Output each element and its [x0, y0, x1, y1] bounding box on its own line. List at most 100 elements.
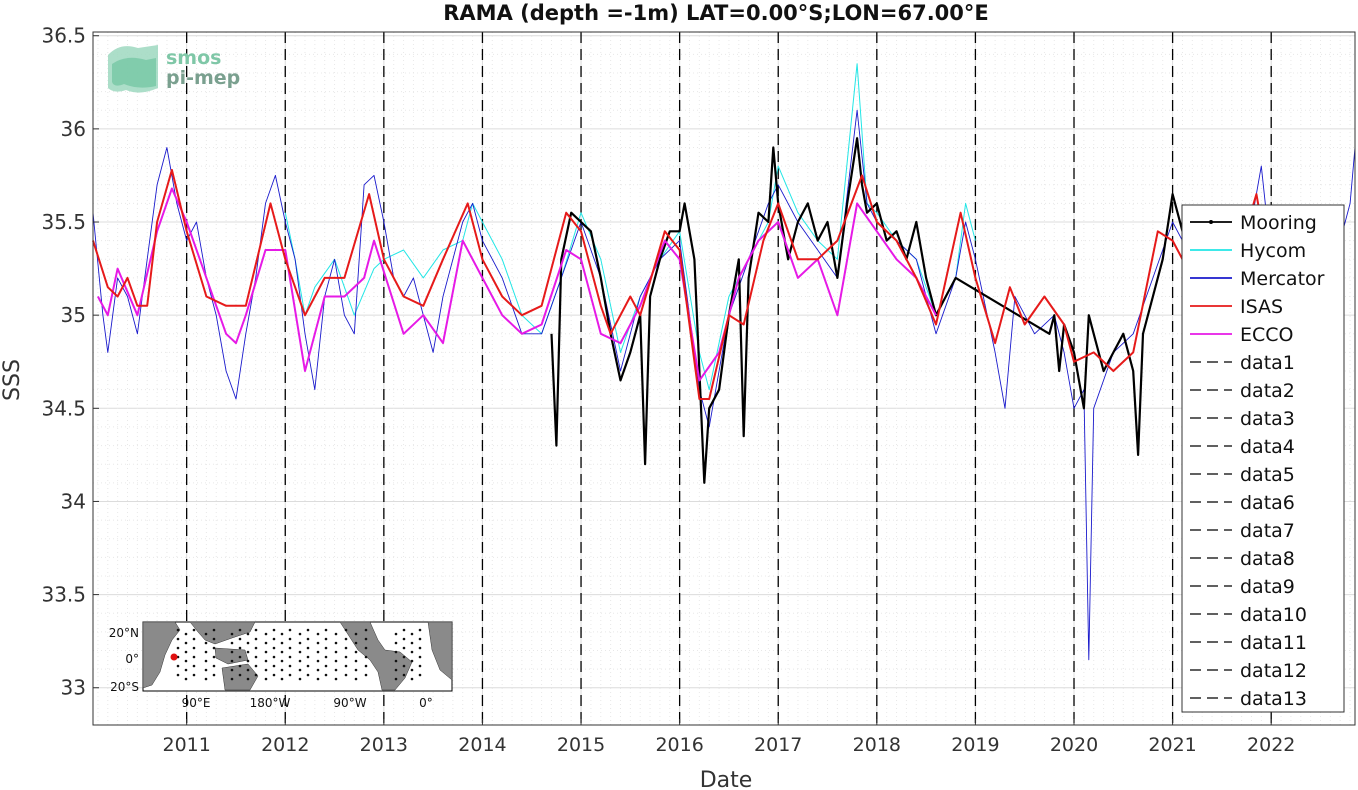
buoy-dot: [402, 655, 406, 659]
x-tick-label: 2019: [951, 734, 999, 756]
buoy-dot: [288, 664, 292, 668]
legend-label: data11: [1240, 632, 1307, 654]
buoy-dot: [324, 646, 328, 650]
legend-label: data9: [1240, 576, 1295, 598]
buoy-dot: [394, 641, 398, 645]
buoy-dot: [324, 673, 328, 677]
buoy-dot: [298, 677, 302, 681]
buoy-dot: [354, 650, 358, 654]
legend-item: Mooring: [1190, 212, 1317, 234]
inset-lon-label: 180°W: [250, 696, 291, 710]
buoy-dot: [402, 637, 406, 641]
buoy-dot: [364, 664, 368, 668]
buoy-dot: [288, 646, 292, 650]
buoy-dot: [204, 650, 208, 654]
legend-label: data3: [1240, 408, 1295, 430]
buoy-dot: [334, 641, 338, 645]
buoy-dot: [264, 677, 268, 681]
legend-label: Mooring: [1240, 212, 1317, 234]
logo-line1: smos: [166, 47, 221, 69]
legend-item: data13: [1190, 688, 1307, 710]
buoy-dot: [192, 646, 196, 650]
buoy-dot: [204, 677, 208, 681]
legend-item: data2: [1190, 380, 1295, 402]
buoy-dot: [212, 646, 216, 650]
buoy-dot: [238, 655, 242, 659]
buoy-dot: [306, 628, 310, 632]
legend: Mooring Hycom Mercator ISAS ECCO data1 data2 da…: [1181, 204, 1345, 713]
legend-label: data8: [1240, 548, 1295, 570]
buoy-dot: [418, 664, 422, 668]
legend-item: data5: [1190, 464, 1295, 486]
buoy-dot: [280, 641, 284, 645]
legend-label: data12: [1240, 660, 1307, 682]
buoy-dot: [298, 668, 302, 672]
buoy-dot: [418, 655, 422, 659]
buoy-dot: [246, 659, 250, 663]
buoy-dot: [306, 637, 310, 641]
legend-label: data10: [1240, 604, 1307, 626]
buoy-dot: [230, 668, 234, 672]
legend-item: ISAS: [1190, 296, 1283, 318]
buoy-dot: [184, 668, 188, 672]
buoy-dot: [298, 641, 302, 645]
x-tick-label: 2012: [261, 734, 309, 756]
buoy-dot: [306, 655, 310, 659]
buoy-dot: [324, 637, 328, 641]
buoy-dot: [238, 664, 242, 668]
buoy-dot: [316, 632, 320, 636]
inset-land-america: [339, 621, 413, 691]
x-tick-label: 2018: [853, 734, 901, 756]
buoy-dot: [176, 637, 180, 641]
buoy-dot: [402, 664, 406, 668]
y-tick-label: 33: [61, 676, 86, 700]
buoy-dot: [204, 668, 208, 672]
buoy-dot: [192, 637, 196, 641]
plot-frame: [92, 31, 1356, 726]
x-tick-label: 2016: [655, 734, 703, 756]
buoy-dot: [418, 637, 422, 641]
legend-marker: [1209, 220, 1213, 224]
buoy-dot: [334, 659, 338, 663]
buoy-dot: [394, 677, 398, 681]
buoy-dot: [354, 632, 358, 636]
series-line-mooring: [550, 137, 1194, 484]
buoy-dot: [176, 628, 180, 632]
y-axis-label: SSS: [0, 359, 25, 401]
legend-label: Hycom: [1240, 240, 1306, 262]
buoy-dot: [324, 655, 328, 659]
buoy-dot: [344, 637, 348, 641]
buoy-dot: [316, 641, 320, 645]
legend-item: data12: [1190, 660, 1307, 682]
x-tick-label: 2015: [557, 734, 605, 756]
buoy-dot: [334, 650, 338, 654]
buoy-dot: [288, 673, 292, 677]
buoy-dot: [418, 628, 422, 632]
buoy-dot: [212, 673, 216, 677]
buoy-dot: [354, 641, 358, 645]
legend-label: data2: [1240, 380, 1295, 402]
y-tick-label: 36: [61, 117, 86, 141]
inset-land-east-africa: [427, 621, 453, 681]
buoy-dot: [272, 664, 276, 668]
buoy-dot: [238, 628, 242, 632]
legend-label: ISAS: [1240, 296, 1283, 318]
buoy-dot: [364, 637, 368, 641]
buoy-dot: [246, 677, 250, 681]
buoy-dot: [410, 650, 414, 654]
buoy-dot: [364, 655, 368, 659]
legend-item: data8: [1190, 548, 1295, 570]
buoy-dot: [254, 673, 258, 677]
buoy-dot: [192, 673, 196, 677]
buoy-dot: [184, 641, 188, 645]
buoy-dot: [288, 628, 292, 632]
buoy-dot: [394, 659, 398, 663]
buoy-dot: [192, 655, 196, 659]
inset-lon-label: 0°: [419, 696, 433, 710]
buoy-dot: [316, 677, 320, 681]
inset-map: 20°N 0° 20°S 90°E 180°W 90°W 0°: [109, 621, 453, 710]
buoy-dot: [176, 673, 180, 677]
buoy-dot: [394, 668, 398, 672]
buoy-dot: [246, 641, 250, 645]
